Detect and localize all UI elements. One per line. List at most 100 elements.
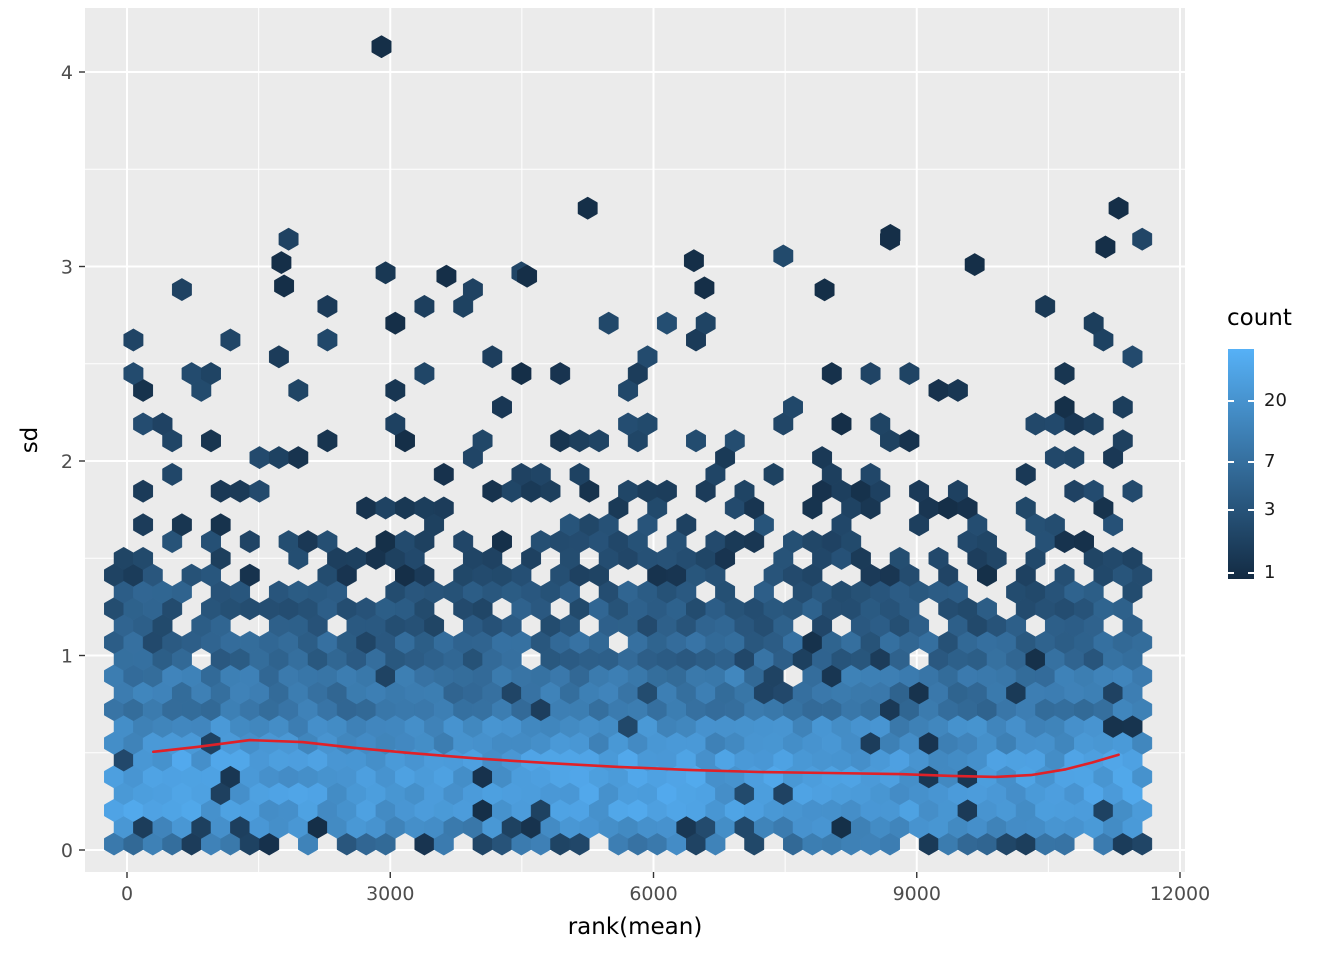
hex-cell <box>462 278 483 302</box>
hex-cell <box>317 530 338 554</box>
hex-cell <box>821 362 842 386</box>
hex-cell <box>317 429 338 453</box>
y-tick-label: 0 <box>61 840 73 862</box>
hex-cell <box>1122 345 1143 369</box>
hex-cell <box>773 244 794 268</box>
hex-cell <box>686 429 706 453</box>
hex-cell <box>385 311 406 335</box>
hex-cell <box>288 378 309 402</box>
hex-cell <box>812 446 833 470</box>
hex-cell <box>249 479 270 503</box>
hex-cell <box>472 429 493 453</box>
hex-cell <box>1015 496 1036 520</box>
hex-cell <box>589 429 609 453</box>
y-tick-label: 2 <box>61 451 73 473</box>
hex-cell <box>433 462 454 486</box>
hex-cell <box>1064 446 1085 470</box>
hex-cell <box>724 429 745 453</box>
hex-cell <box>530 462 551 486</box>
hex-cell <box>511 362 532 386</box>
hex-cell <box>1112 429 1133 453</box>
hex-cell <box>201 429 221 453</box>
hex-cell <box>656 311 677 335</box>
hex-cell <box>1054 563 1075 587</box>
y-axis-title: sd <box>17 426 43 454</box>
hex-cell <box>1112 395 1133 419</box>
hex-cell <box>271 251 292 275</box>
hexbin-layer <box>104 35 1153 856</box>
y-axis: 0 1 2 3 4 <box>61 62 85 862</box>
hex-cell <box>831 412 852 436</box>
hex-cell <box>899 362 920 386</box>
hex-cell <box>492 395 512 419</box>
hex-cell <box>637 412 658 436</box>
y-tick-label: 1 <box>61 646 73 668</box>
hex-cell <box>683 249 704 273</box>
hex-cell <box>1095 235 1116 259</box>
hex-cell <box>133 546 154 570</box>
hex-cell <box>220 328 241 352</box>
hex-cell <box>385 412 406 436</box>
hex-cell <box>123 362 144 386</box>
y-tick-label: 3 <box>61 257 73 279</box>
hex-cell <box>123 328 144 352</box>
hex-cell <box>385 378 406 402</box>
hex-cell <box>977 597 997 621</box>
hex-cell <box>268 345 289 369</box>
hex-cell <box>1015 462 1036 486</box>
hex-cell <box>1083 412 1104 436</box>
hex-cell <box>239 563 260 587</box>
x-tick-label: 3000 <box>366 883 414 905</box>
x-axis-title: rank(mean) <box>567 914 703 940</box>
hex-cell <box>414 362 435 386</box>
hex-cell <box>947 479 968 503</box>
hex-cell <box>909 479 930 503</box>
hex-cell <box>162 462 183 486</box>
hex-cell <box>375 261 396 285</box>
hex-cell <box>371 35 392 59</box>
hex-cell <box>694 276 715 300</box>
hex-cell <box>860 362 881 386</box>
hex-cell <box>695 311 716 335</box>
hex-cell <box>676 513 697 537</box>
hex-cell <box>436 264 457 288</box>
hex-cell <box>734 479 755 503</box>
hex-cell <box>928 546 949 570</box>
hex-cell <box>1132 227 1153 251</box>
hex-cell <box>1074 530 1094 554</box>
hex-cell <box>1083 479 1104 503</box>
hex-cell <box>947 378 968 402</box>
hex-cell <box>278 227 299 251</box>
hex-cell <box>598 311 619 335</box>
x-tick-label: 9000 <box>893 883 941 905</box>
hex-cell <box>550 362 571 386</box>
x-tick-label: 12000 <box>1150 883 1210 905</box>
hex-cell <box>1083 311 1104 335</box>
hex-cell <box>274 274 295 298</box>
hex-cell <box>1035 294 1056 318</box>
hex-cell <box>152 412 173 436</box>
hex-cell <box>1044 513 1065 537</box>
hex-cell <box>492 530 512 554</box>
hex-cell <box>1122 479 1143 503</box>
hex-cell <box>656 479 677 503</box>
hex-cell <box>889 546 910 570</box>
hex-cell <box>860 462 881 486</box>
hex-cell <box>577 196 598 220</box>
hex-cell <box>288 446 309 470</box>
hex-cell <box>1054 395 1075 419</box>
hex-cell <box>569 462 590 486</box>
hex-cell <box>1054 362 1075 386</box>
hex-cell <box>171 278 192 302</box>
hex-cell <box>317 294 338 318</box>
hex-cell <box>453 530 474 554</box>
x-tick-label: 0 <box>121 883 133 905</box>
hex-cell <box>814 278 835 302</box>
hex-cell <box>899 429 920 453</box>
hex-cell <box>517 264 538 288</box>
hex-cell <box>133 513 154 537</box>
hex-cell <box>201 362 221 386</box>
hex-cell <box>870 412 891 436</box>
